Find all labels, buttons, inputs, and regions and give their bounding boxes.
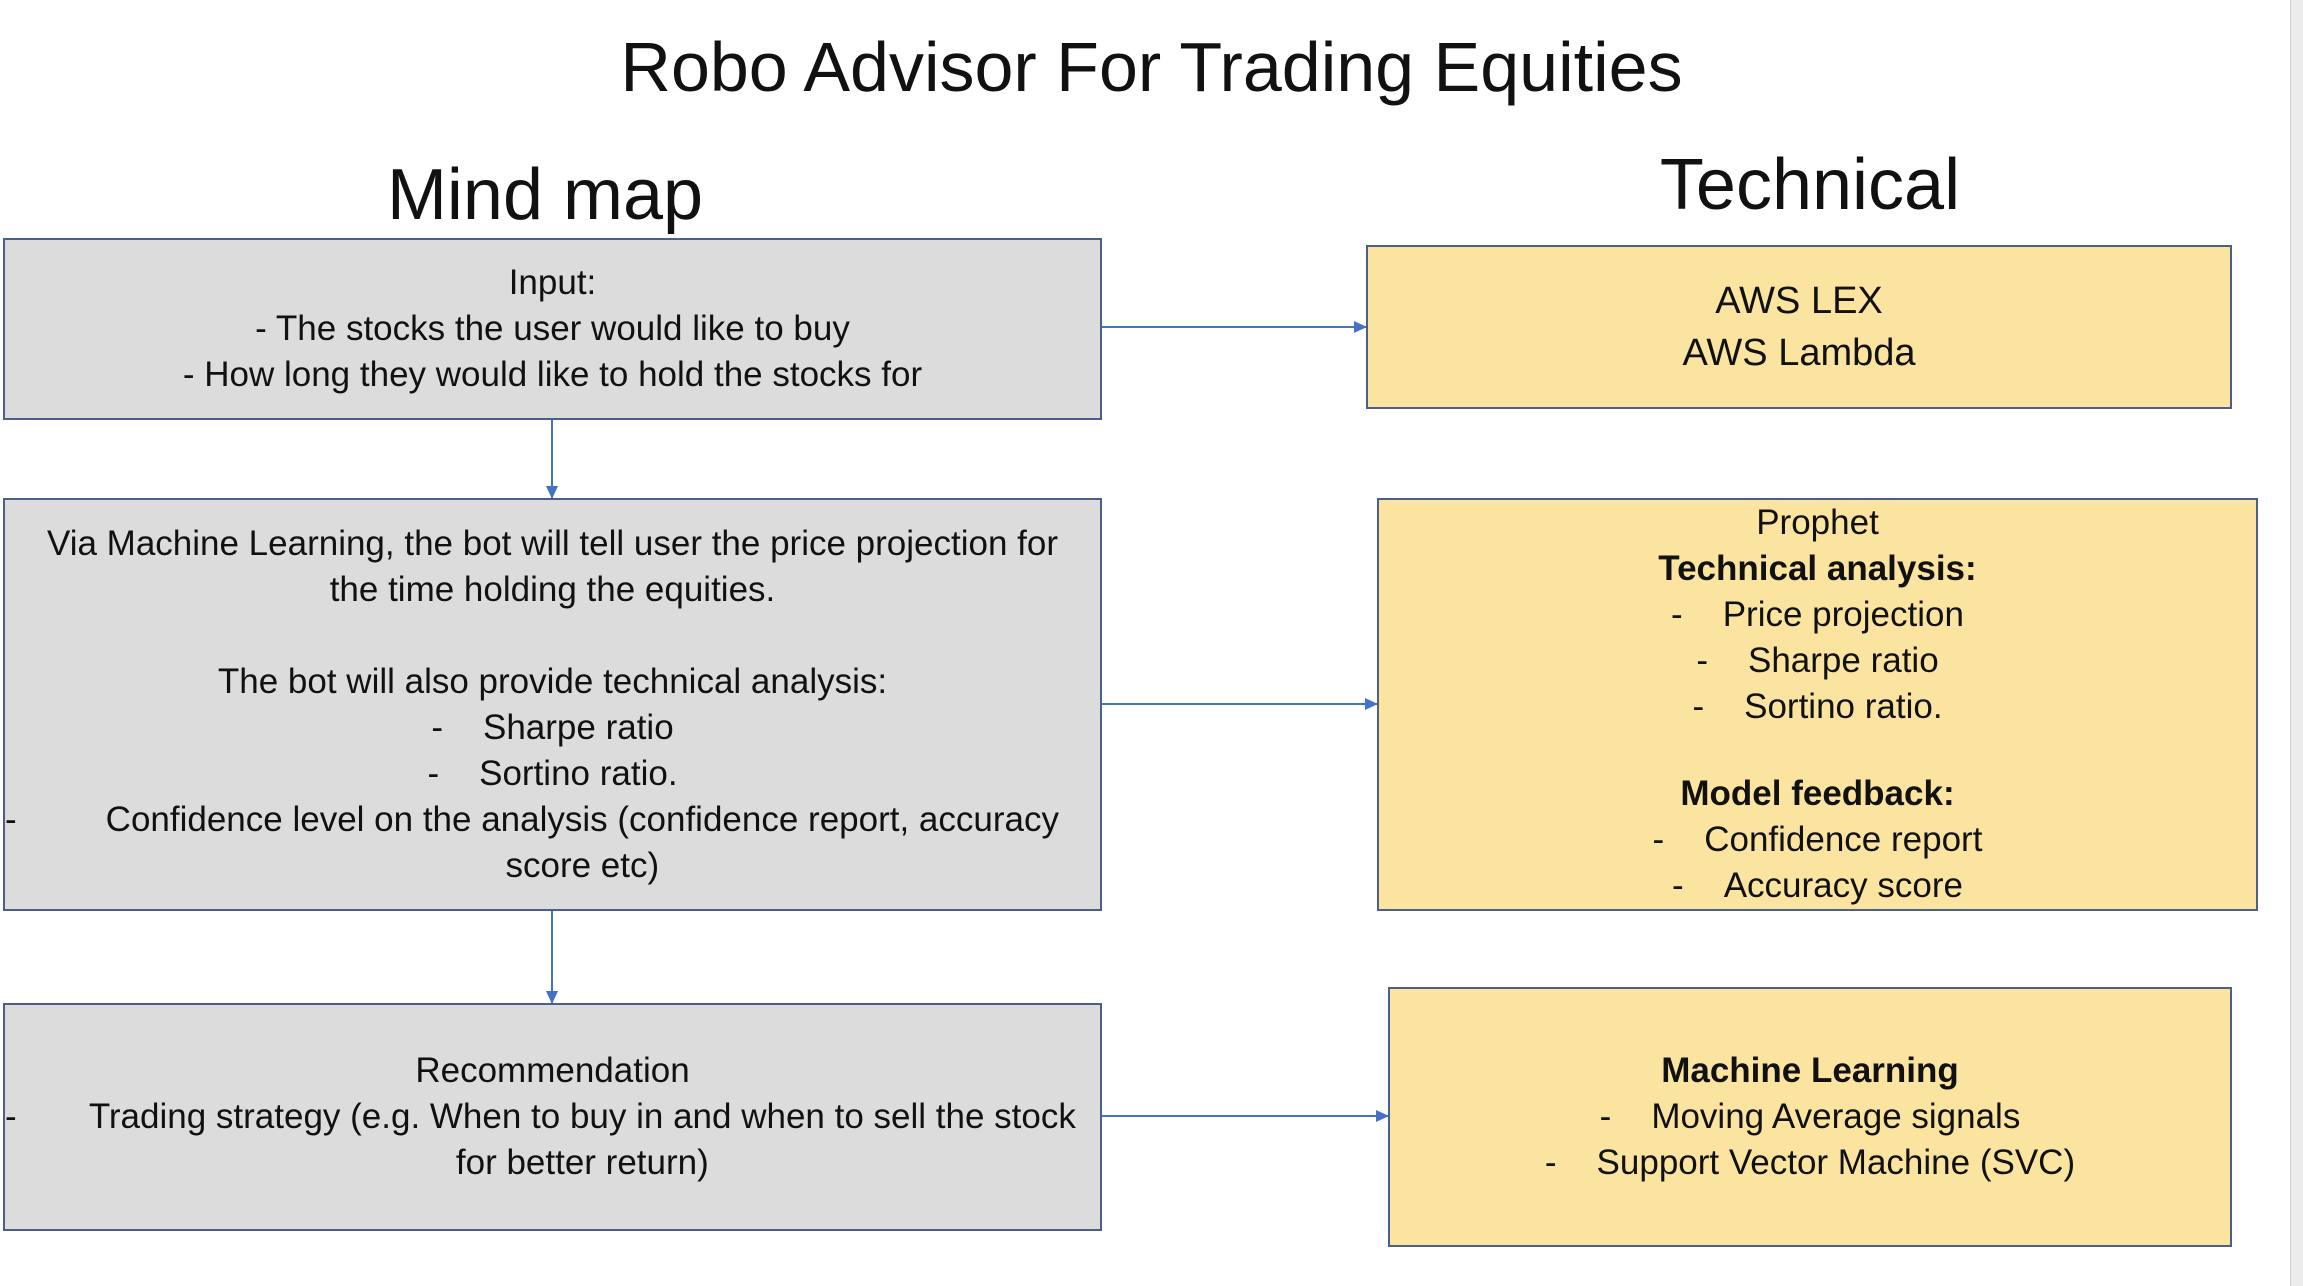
model-feedback-heading: Model feedback:: [1680, 774, 1955, 813]
ml-projection-box: Via Machine Learning, the bot will tell …: [3, 498, 1102, 911]
aws-lambda-label: AWS Lambda: [1682, 332, 1916, 374]
recommendation-title: Recommendation: [415, 1051, 690, 1090]
analysis-item-sharpe: - Sharpe ratio: [1696, 641, 1939, 680]
recommendation-item: - Trading strategy (e.g. When to buy in a…: [5, 1097, 1076, 1182]
analysis-item-price: - Price projection: [1671, 595, 1964, 634]
prophet-box: Prophet Technical analysis: - Price proje…: [1377, 498, 2258, 911]
prophet-title: Prophet: [1756, 503, 1879, 542]
ml-technical-box: Machine Learning - Moving Average signals…: [1388, 987, 2232, 1247]
ml-intro-line-1: Via Machine Learning, the bot will tell …: [46, 523, 1059, 563]
input-title: Input:: [508, 263, 597, 302]
diagram-title: Robo Advisor For Trading Equities: [620, 28, 1683, 106]
technical-analysis-heading: Technical analysis:: [1658, 549, 1977, 588]
input-line-stocks: - The stocks the user would like to buy: [255, 309, 850, 348]
aws-lex-label: AWS LEX: [1715, 280, 1883, 322]
ml-bullet-sharpe: - Sharpe ratio: [431, 707, 674, 747]
ml-item-svc: - Support Vector Machine (SVC): [1544, 1143, 2076, 1182]
window-edge: [2290, 0, 2303, 1286]
ml-bullet-confidence: - Confidence level on the analysis (confi…: [5, 799, 1059, 885]
ml-bullet-sortino: - Sortino ratio.: [427, 753, 678, 793]
ml-technical-heading: Machine Learning: [1661, 1051, 1959, 1090]
technical-heading: Technical: [1659, 145, 1961, 225]
ml-item-moving-average: - Moving Average signals: [1599, 1097, 2021, 1136]
ml-analysis-title: The bot will also provide technical anal…: [217, 661, 888, 701]
input-line-holding: - How long they would like to hold the s…: [182, 355, 923, 394]
ml-intro-line-2: the time holding the equities.: [329, 569, 776, 609]
aws-box: AWS LEX AWS Lambda: [1366, 245, 2232, 409]
analysis-item-sortino: - Sortino ratio.: [1692, 687, 1943, 726]
feedback-item-accuracy: - Accuracy score: [1672, 866, 1963, 905]
recommendation-box: Recommendation - Trading strategy (e.g. W…: [3, 1003, 1102, 1231]
mind-map-heading: Mind map: [386, 155, 704, 235]
feedback-item-confidence: - Confidence report: [1652, 820, 1983, 859]
input-box: Input: - The stocks the user would like …: [3, 238, 1102, 420]
